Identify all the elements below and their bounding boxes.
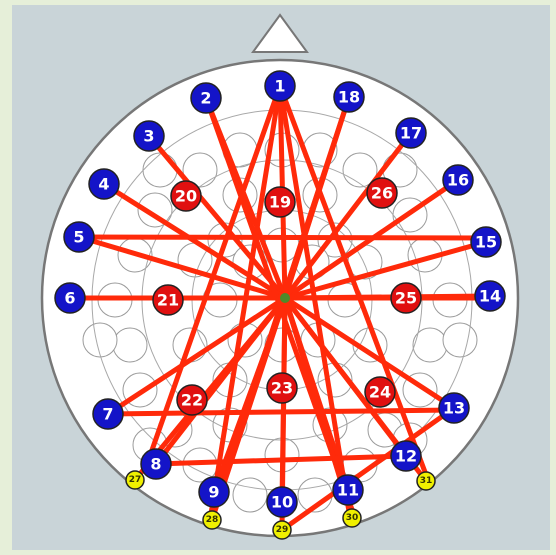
electrode-9: 9 xyxy=(198,476,230,508)
connection-line-7-0 xyxy=(105,407,457,417)
electrode-15: 15 xyxy=(470,226,502,258)
electrode-label: 2 xyxy=(200,89,211,108)
electrode-26: 26 xyxy=(366,177,398,209)
electrode-3: 3 xyxy=(133,120,165,152)
electrode-16: 16 xyxy=(442,164,474,196)
electrode-13: 13 xyxy=(438,392,470,424)
electrode-label: 24 xyxy=(369,383,391,402)
electrode-label: 13 xyxy=(443,399,465,418)
electrode-20: 20 xyxy=(170,180,202,212)
electrode-label: 25 xyxy=(395,289,417,308)
electrode-label: 31 xyxy=(420,476,433,486)
connection-line-13-0 xyxy=(279,405,457,533)
hub-dot xyxy=(280,293,290,303)
electrode-19: 19 xyxy=(264,186,296,218)
electrode-label: 28 xyxy=(206,515,219,525)
nose-icon xyxy=(251,13,309,53)
electrode-31: 31 xyxy=(416,471,436,491)
electrode-label: 27 xyxy=(129,475,142,485)
electrode-4: 4 xyxy=(88,168,120,200)
electrode-label: 21 xyxy=(157,291,179,310)
electrode-label: 15 xyxy=(475,233,497,252)
electrode-label: 9 xyxy=(208,483,219,502)
connection-line-3 xyxy=(146,133,288,301)
electrode-label: 7 xyxy=(102,405,113,424)
connection-line-1-0 xyxy=(142,83,283,473)
connection-line-13 xyxy=(282,295,457,411)
electrode-label: 17 xyxy=(400,124,422,143)
electrode-6: 6 xyxy=(54,282,86,314)
electrode-label: 19 xyxy=(269,193,291,212)
connection-line-4 xyxy=(101,181,288,301)
electrode-label: 6 xyxy=(64,289,75,308)
electrode-22: 22 xyxy=(176,384,208,416)
electrode-label: 14 xyxy=(479,287,501,306)
electrode-label: 4 xyxy=(98,175,109,194)
electrode-29: 29 xyxy=(272,520,292,540)
electrode-27: 27 xyxy=(125,470,145,490)
electrode-23: 23 xyxy=(266,372,298,404)
grid-site xyxy=(137,192,173,228)
electrode-12: 12 xyxy=(390,440,422,472)
electrode-label: 3 xyxy=(143,127,154,146)
electrode-11: 11 xyxy=(332,474,364,506)
electrode-7: 7 xyxy=(92,398,124,430)
electrode-2: 2 xyxy=(190,82,222,114)
electrode-8: 8 xyxy=(140,448,172,480)
electrode-label: 29 xyxy=(276,525,289,535)
electrode-18: 18 xyxy=(333,81,365,113)
electrode-label: 20 xyxy=(175,187,197,206)
grid-site xyxy=(442,322,478,358)
electrode-17: 17 xyxy=(395,117,427,149)
connection-line-8-0 xyxy=(153,453,407,467)
electrode-1: 1 xyxy=(264,70,296,102)
electrode-14: 14 xyxy=(474,280,506,312)
grid-site xyxy=(142,152,178,188)
electrode-label: 11 xyxy=(337,481,359,500)
connection-line-15 xyxy=(282,239,489,301)
electrode-label: 1 xyxy=(274,77,285,96)
electrode-label: 10 xyxy=(271,493,293,512)
electrode-label: 12 xyxy=(395,447,417,466)
electrode-25: 25 xyxy=(390,282,422,314)
electrode-28: 28 xyxy=(202,510,222,530)
connection-line-18-0 xyxy=(207,94,352,523)
connection-line-17 xyxy=(282,130,414,301)
electrode-label: 18 xyxy=(338,88,360,107)
electrode-10: 10 xyxy=(266,486,298,518)
connection-line-5-0 xyxy=(76,234,487,241)
electrode-21: 21 xyxy=(152,284,184,316)
electrode-24: 24 xyxy=(364,376,396,408)
connection-line-5 xyxy=(76,234,288,301)
electrode-label: 8 xyxy=(150,455,161,474)
electrode-label: 16 xyxy=(447,171,469,190)
electrode-label: 5 xyxy=(73,228,84,247)
connection-line-1-2 xyxy=(277,83,353,521)
connection-line-1-3 xyxy=(277,83,431,483)
electrode-label: 30 xyxy=(346,513,359,523)
electrode-30: 30 xyxy=(342,508,362,528)
electrode-label: 23 xyxy=(271,379,293,398)
electrode-label: 26 xyxy=(371,184,393,203)
grid-site xyxy=(82,322,118,358)
grid-site xyxy=(232,477,268,513)
connection-line-7 xyxy=(105,295,288,417)
connection-line-1-1 xyxy=(207,83,283,523)
electrode-label: 22 xyxy=(181,391,203,410)
electrode-5: 5 xyxy=(63,221,95,253)
grid-site xyxy=(112,327,148,363)
